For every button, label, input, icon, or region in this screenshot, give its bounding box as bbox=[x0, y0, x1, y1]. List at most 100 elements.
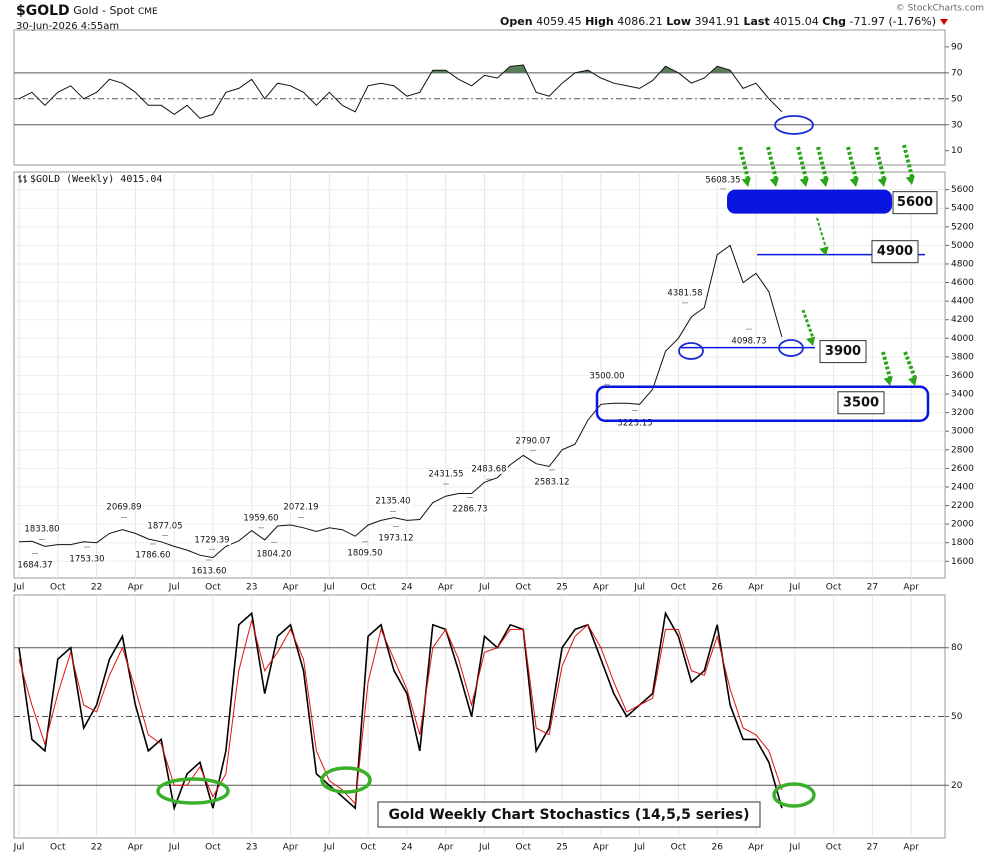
y-tick-label: 3600 bbox=[951, 371, 974, 381]
y-tick-label: 5400 bbox=[951, 204, 974, 214]
level-zone bbox=[595, 385, 930, 423]
x-tick-label: Apr bbox=[438, 843, 454, 853]
x-tick-label: Jul bbox=[478, 583, 490, 593]
series-line bbox=[18, 244, 783, 559]
last-label: Last bbox=[744, 15, 770, 28]
arrow-head bbox=[819, 246, 829, 256]
annotation-bg bbox=[134, 550, 172, 560]
annotation: 4098.73 bbox=[731, 337, 766, 347]
annotation: 1613.60 bbox=[191, 567, 226, 577]
arrow-head bbox=[819, 177, 829, 187]
annotation: 2431.55 bbox=[428, 470, 463, 480]
x-tick-label: Apr bbox=[283, 843, 299, 853]
level-label: 3500 bbox=[843, 395, 879, 410]
price-title: $GOLD (Weekly) 4015.04 bbox=[30, 174, 162, 185]
annotation-bg bbox=[346, 548, 384, 558]
annotation: 2583.12 bbox=[534, 478, 569, 488]
y-tick-label: 2400 bbox=[951, 482, 974, 492]
x-tick-label: Oct bbox=[826, 583, 842, 593]
arrow-head bbox=[908, 376, 918, 386]
arrow-shaft bbox=[766, 146, 778, 180]
x-tick-label: Jul bbox=[788, 843, 800, 853]
series-line bbox=[18, 610, 783, 812]
y-tick-label: 1800 bbox=[951, 538, 974, 548]
x-tick-label: 23 bbox=[246, 583, 257, 593]
annotation: 1684.37 bbox=[17, 561, 52, 571]
x-tick-label: Jul bbox=[478, 843, 490, 853]
annotation: 2790.07 bbox=[515, 437, 550, 447]
open-label: Open bbox=[500, 15, 533, 28]
arrow-shaft bbox=[796, 146, 808, 180]
last: 4015.04 bbox=[773, 15, 819, 28]
low-label: Low bbox=[666, 15, 691, 28]
annotation: 1804.20 bbox=[256, 550, 291, 560]
annotation-bg bbox=[470, 464, 508, 474]
x-tick-label: Oct bbox=[826, 843, 842, 853]
x-tick-label: Apr bbox=[283, 583, 299, 593]
y-tick-label: 30 bbox=[951, 120, 963, 130]
level-label-box bbox=[871, 240, 919, 264]
arrow-shaft bbox=[846, 146, 858, 180]
panel-frame bbox=[13, 29, 946, 166]
quote-line: Open 4059.45 High 4086.21 Low 3941.91 La… bbox=[500, 15, 936, 28]
x-tick-label: Apr bbox=[128, 583, 144, 593]
y-tick-label: 5000 bbox=[951, 241, 974, 251]
symbol: $GOLD bbox=[16, 3, 70, 19]
x-tick-label: Oct bbox=[515, 843, 531, 853]
highlight-ellipse bbox=[774, 115, 814, 135]
y-tick-label: 2600 bbox=[951, 464, 974, 474]
y-tick-label: 4000 bbox=[951, 334, 974, 344]
annotation: 1959.60 bbox=[243, 514, 278, 524]
y-tick-label: 4600 bbox=[951, 278, 974, 288]
high-label: High bbox=[585, 15, 614, 28]
annotation-bg bbox=[190, 566, 228, 576]
series-line bbox=[18, 620, 783, 805]
y-tick-label: 2800 bbox=[951, 445, 974, 455]
arrow-head bbox=[769, 177, 779, 187]
arrow-shaft bbox=[738, 146, 750, 180]
x-tick-label: 26 bbox=[711, 583, 723, 593]
y-tick-label: 80 bbox=[951, 643, 963, 653]
y-tick-label: 3400 bbox=[951, 390, 974, 400]
annotation-bg bbox=[588, 371, 626, 381]
arrow-head bbox=[877, 177, 887, 187]
annotation-bg bbox=[451, 504, 489, 514]
annotation-bg bbox=[146, 521, 184, 531]
arrow-shaft bbox=[816, 217, 827, 249]
annotation-bg bbox=[16, 560, 54, 570]
x-tick-label: 26 bbox=[711, 843, 723, 853]
annotation: 3223.15 bbox=[617, 419, 652, 429]
chg-pct: (-1.76%) bbox=[889, 15, 937, 28]
x-tick-label: 24 bbox=[401, 843, 413, 853]
low: 3941.91 bbox=[695, 15, 741, 28]
arrow-head bbox=[849, 177, 859, 187]
highlight-ellipse bbox=[320, 766, 372, 794]
annotation-bg bbox=[730, 336, 768, 346]
y-tick-label: 4800 bbox=[951, 259, 974, 269]
arrow-shaft bbox=[874, 146, 886, 180]
x-tick-label: Jul bbox=[633, 583, 645, 593]
x-tick-label: Jul bbox=[788, 583, 800, 593]
y-tick-label: 50 bbox=[951, 94, 963, 104]
annotation-bg bbox=[374, 496, 412, 506]
annotation-bg bbox=[427, 469, 465, 479]
level-label-box bbox=[819, 340, 867, 364]
level-label: 4900 bbox=[877, 244, 913, 259]
date: 30-Jun-2026 4:55am bbox=[16, 21, 119, 32]
annotation-bg bbox=[616, 418, 654, 428]
arrow-shaft bbox=[881, 351, 892, 379]
x-tick-label: Apr bbox=[128, 843, 144, 853]
annotation-bg bbox=[255, 549, 293, 559]
credit: © StockCharts.com bbox=[896, 4, 984, 14]
x-tick-label: 27 bbox=[867, 843, 878, 853]
arrow-head bbox=[799, 177, 809, 187]
y-tick-label: 4400 bbox=[951, 297, 974, 307]
annotation: 3500.00 bbox=[589, 372, 624, 382]
x-tick-label: 22 bbox=[91, 583, 102, 593]
highlight-ellipse bbox=[678, 342, 704, 360]
x-tick-label: 27 bbox=[867, 583, 878, 593]
exchange: CME bbox=[138, 7, 158, 17]
chg: -71.97 bbox=[850, 15, 885, 28]
x-tick-label: Apr bbox=[593, 843, 609, 853]
